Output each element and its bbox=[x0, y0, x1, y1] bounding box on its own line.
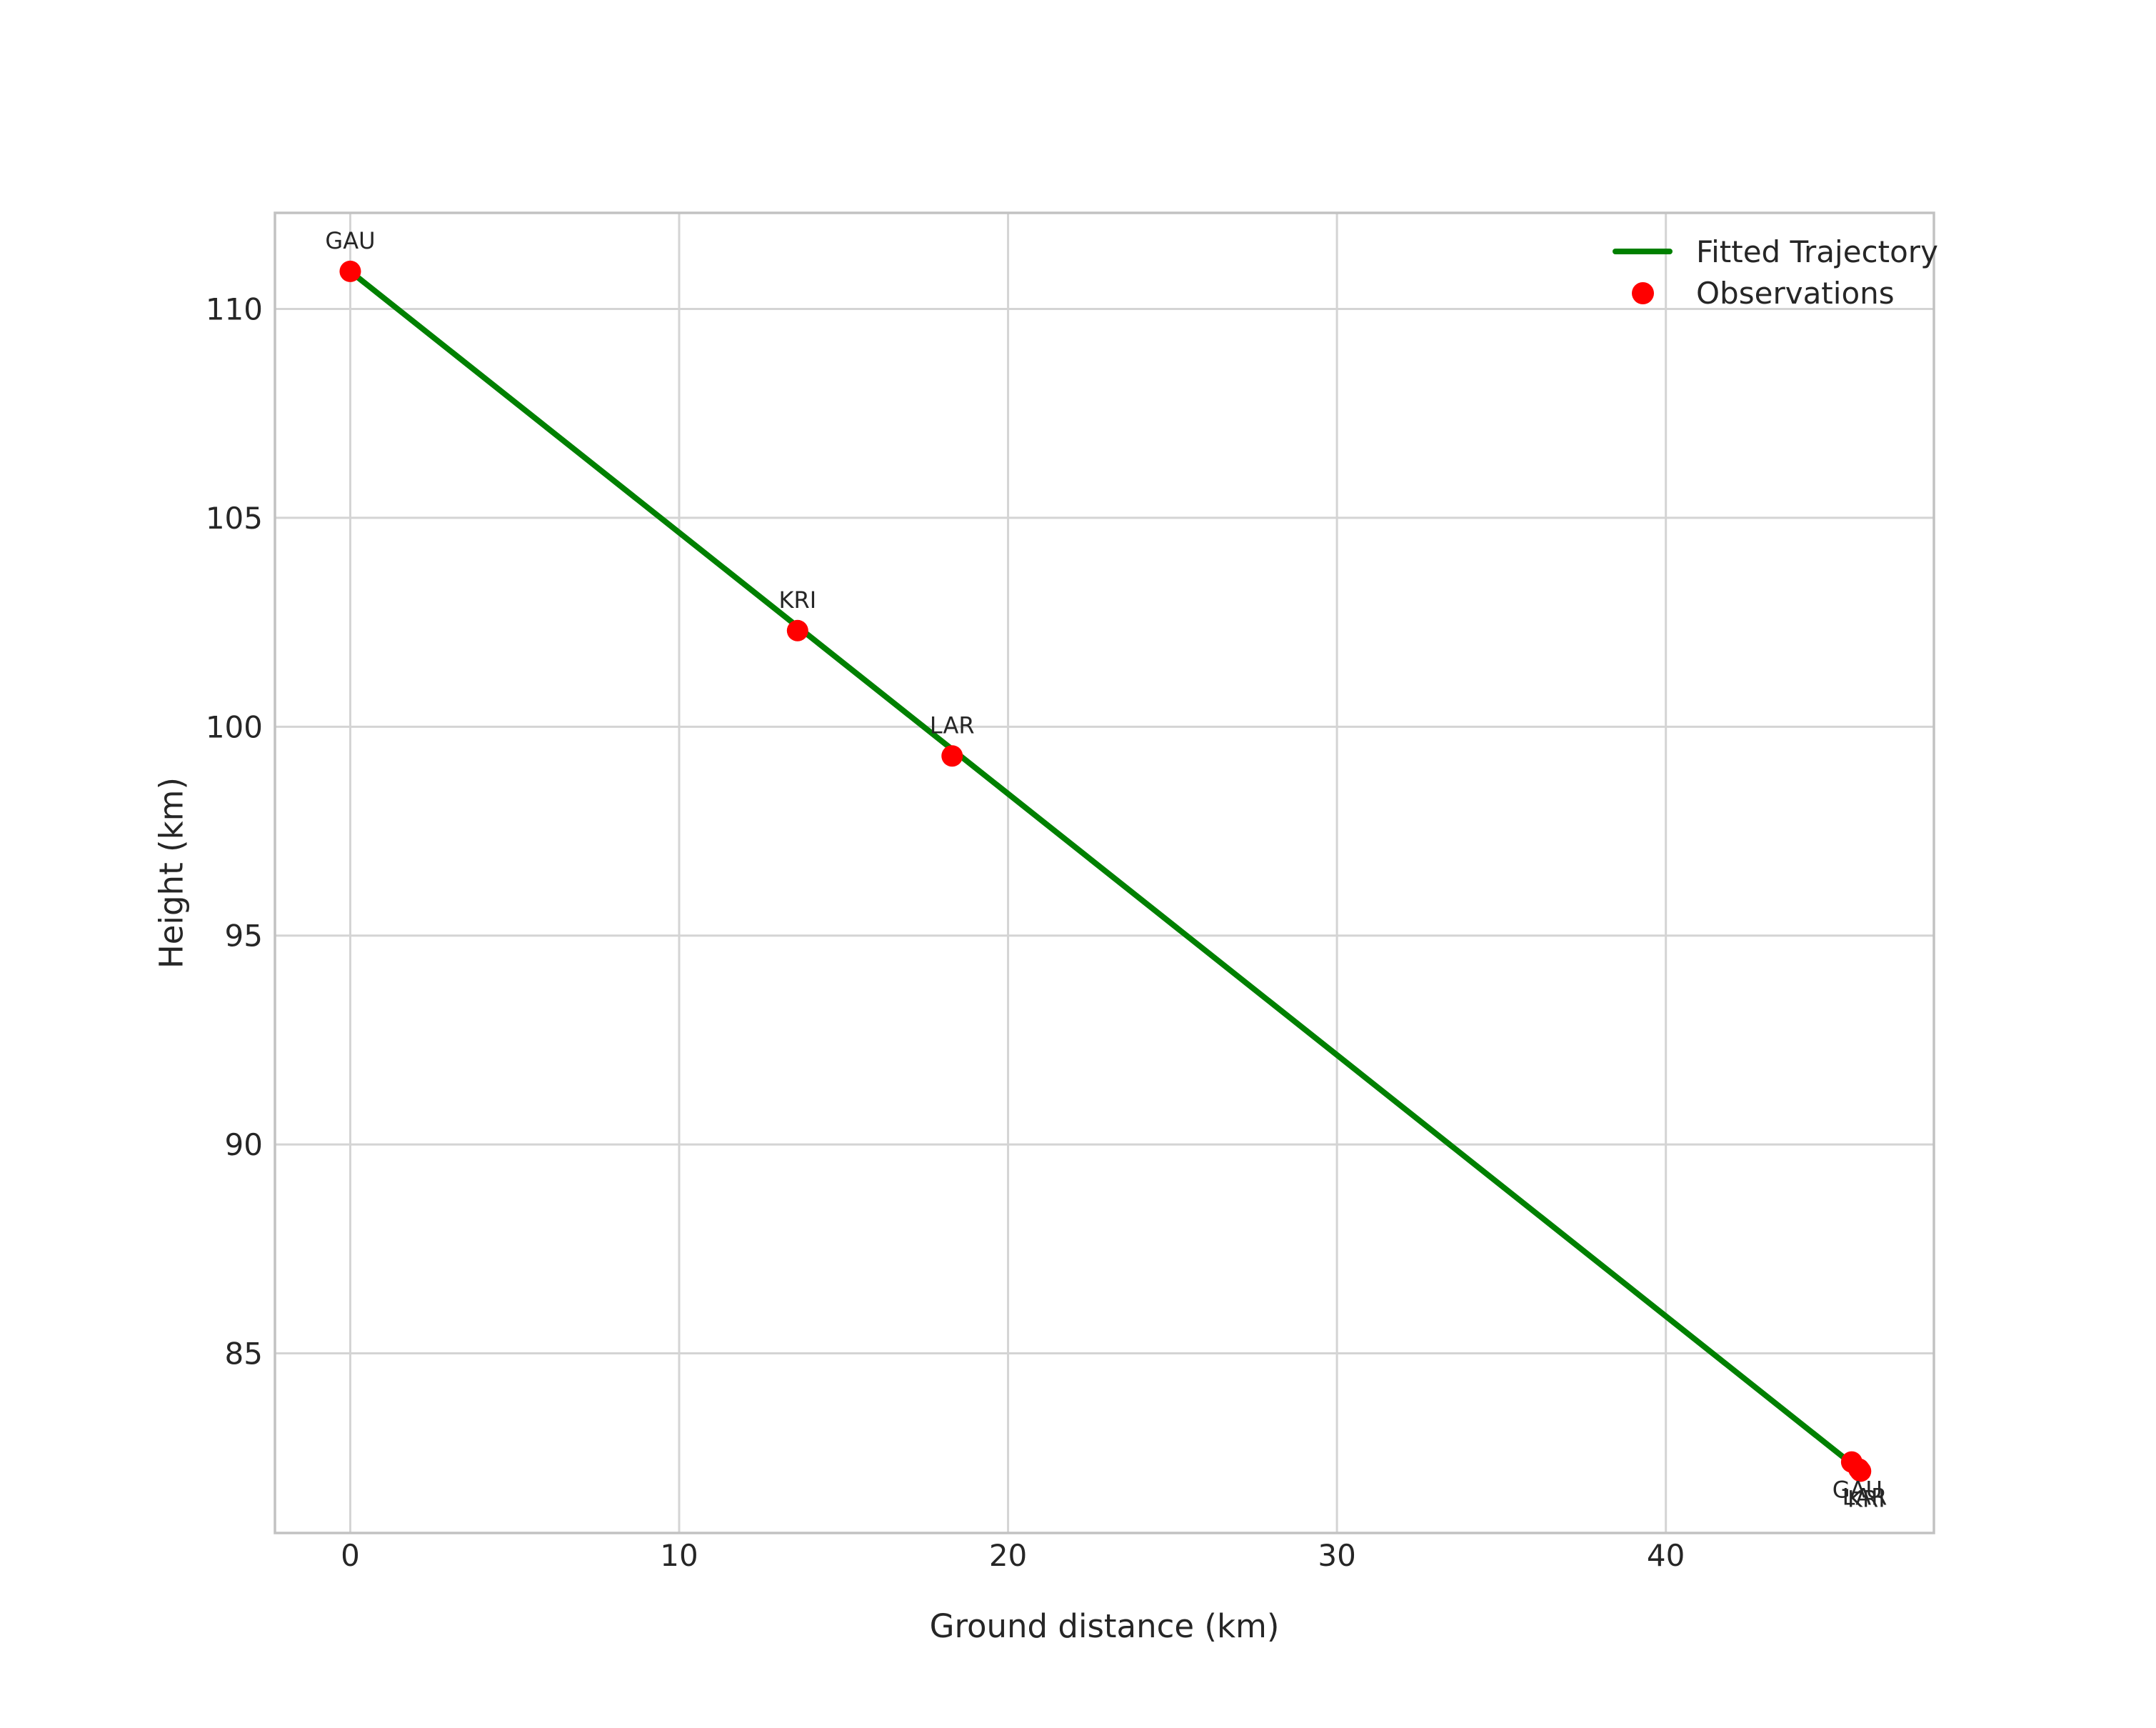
legend: Fitted Trajectory Observations bbox=[1605, 231, 1938, 314]
svg-text:10: 10 bbox=[660, 1538, 698, 1573]
svg-text:LAR: LAR bbox=[930, 711, 975, 739]
y-axis-label: Height (km) bbox=[152, 776, 191, 969]
svg-text:90: 90 bbox=[225, 1127, 263, 1162]
legend-handle bbox=[1605, 249, 1680, 254]
legend-label: Fitted Trajectory bbox=[1696, 234, 1938, 269]
svg-text:0: 0 bbox=[341, 1538, 360, 1573]
svg-text:30: 30 bbox=[1318, 1538, 1355, 1573]
svg-text:85: 85 bbox=[225, 1337, 263, 1372]
svg-text:GAU: GAU bbox=[325, 227, 375, 254]
svg-text:KRI: KRI bbox=[778, 586, 816, 614]
svg-text:20: 20 bbox=[989, 1538, 1027, 1573]
fitted-trajectory-line bbox=[347, 268, 1863, 1474]
legend-handle bbox=[1605, 281, 1680, 304]
observation-markers bbox=[339, 260, 1872, 1482]
grid-lines bbox=[275, 213, 1934, 1533]
tick-labels: 0 10 20 30 40 85 90 95 100 105 110 bbox=[206, 292, 1685, 1573]
svg-text:100: 100 bbox=[206, 709, 263, 744]
axes-frame bbox=[274, 211, 1935, 1534]
legend-entry-observations: Observations bbox=[1605, 272, 1938, 314]
legend-label: Observations bbox=[1696, 275, 1895, 311]
x-axis-label: Ground distance (km) bbox=[929, 1607, 1280, 1645]
svg-text:GAU: GAU bbox=[1832, 1477, 1882, 1504]
svg-text:KRI: KRI bbox=[1847, 1485, 1885, 1512]
svg-text:95: 95 bbox=[225, 919, 263, 954]
svg-text:LAR: LAR bbox=[1842, 1484, 1887, 1511]
svg-text:105: 105 bbox=[206, 501, 263, 536]
svg-text:40: 40 bbox=[1647, 1538, 1685, 1573]
svg-text:110: 110 bbox=[206, 292, 263, 327]
legend-entry-fitted-trajectory: Fitted Trajectory bbox=[1605, 231, 1938, 272]
marker-swatch-icon bbox=[1631, 281, 1654, 304]
line-swatch-icon bbox=[1613, 249, 1673, 254]
